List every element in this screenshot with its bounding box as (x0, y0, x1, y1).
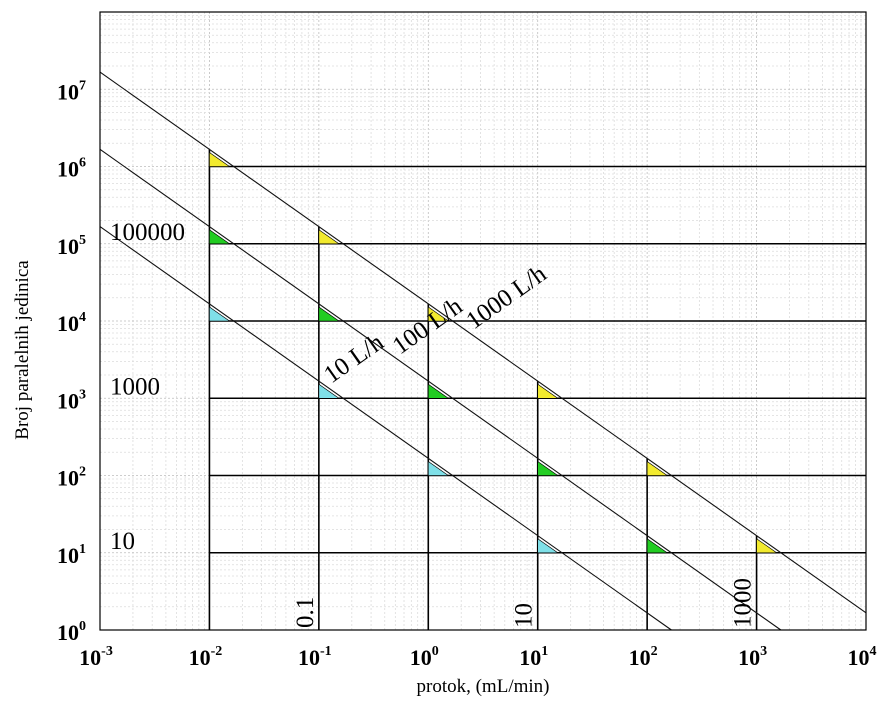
side-label: 10 (110, 528, 135, 555)
x-tick-label: 100 (410, 644, 439, 670)
marker-triangle (209, 306, 231, 322)
marker-triangle (646, 538, 669, 554)
marker-triangle (209, 151, 231, 167)
y-tick-label: 101 (57, 542, 86, 568)
marker-triangle (537, 460, 559, 476)
y-tick-label: 102 (57, 465, 86, 491)
series-line (99, 71, 867, 614)
y-tick-label: 105 (57, 233, 86, 259)
marker-triangle (318, 383, 340, 399)
marker-triangle (646, 460, 669, 476)
series-label: 1000 L/h (462, 260, 552, 335)
x-tick-label: 102 (629, 644, 658, 670)
series-line (99, 226, 672, 631)
marker-triangle (537, 538, 559, 554)
y-tick-label: 103 (57, 387, 86, 413)
vertical-label: 10 (511, 603, 538, 628)
series-label: 10 L/h (319, 328, 389, 388)
marker-triangle (427, 460, 450, 476)
y-tick-label: 106 (57, 156, 86, 182)
y-axis-title: Broj paralelnih jedinica (12, 260, 33, 440)
side-label: 1000 (110, 373, 160, 400)
marker-triangle (537, 383, 559, 399)
x-tick-label: 104 (848, 644, 877, 670)
marker-triangle (756, 538, 778, 554)
marker-triangle (318, 306, 340, 322)
marker-triangle (427, 306, 450, 322)
x-tick-label: 10-2 (189, 644, 223, 670)
series-lines (99, 71, 867, 631)
y-tick-label: 107 (57, 78, 86, 104)
marker-triangle (427, 383, 450, 399)
side-label: 100000 (110, 219, 185, 246)
x-tick-label: 10-3 (79, 644, 113, 670)
series-line (99, 148, 782, 631)
plot-frame (99, 11, 867, 631)
vertical-label: 1000 (730, 578, 757, 628)
x-axis-title: protok, (mL/min) (417, 676, 550, 697)
vertical-label: 0.1 (292, 597, 319, 628)
x-tick-label: 103 (738, 644, 767, 670)
y-tick-label: 104 (57, 310, 86, 336)
x-tick-label: 101 (519, 644, 548, 670)
x-tick-label: 10-1 (298, 644, 332, 670)
x-tick-labels: 10-3 10-2 10-1 100 101 102 103 104 (79, 644, 876, 670)
y-tick-labels: 100 101 102 103 104 105 106 107 (57, 78, 86, 645)
marker-triangle (209, 229, 231, 245)
y-tick-label: 100 (57, 619, 86, 645)
marker-triangle (318, 229, 340, 245)
markers (209, 151, 778, 554)
